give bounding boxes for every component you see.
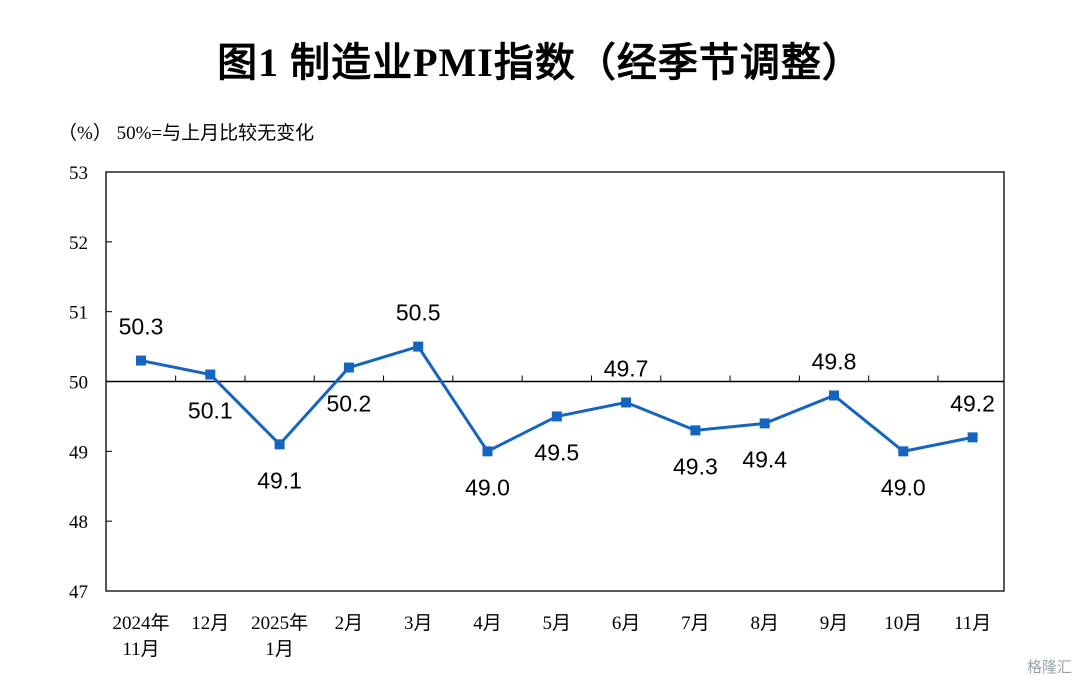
x-tick-label: 10月 bbox=[884, 613, 922, 634]
data-label: 50.5 bbox=[396, 300, 441, 326]
x-tick-label: 8月 bbox=[750, 613, 779, 634]
y-tick-label: 51 bbox=[69, 303, 88, 324]
data-point bbox=[690, 425, 701, 436]
data-label: 49.0 bbox=[881, 474, 926, 500]
y-tick-label: 48 bbox=[69, 512, 88, 533]
data-label: 49.4 bbox=[742, 446, 787, 472]
unit-note: （%） 50%=与上月比较无变化 bbox=[58, 123, 315, 144]
data-point bbox=[136, 355, 146, 366]
y-tick-label: 47 bbox=[69, 582, 88, 603]
data-label: 50.3 bbox=[119, 314, 164, 340]
data-point bbox=[759, 418, 770, 429]
data-label: 50.2 bbox=[327, 391, 372, 417]
x-tick-label: 1月 bbox=[265, 639, 294, 660]
data-point bbox=[829, 390, 839, 401]
x-tick-label: 7月 bbox=[681, 613, 710, 634]
x-tick-label: 2月 bbox=[335, 613, 364, 634]
data-label: 49.2 bbox=[950, 390, 995, 416]
data-point bbox=[205, 369, 216, 380]
x-tick-label: 11月 bbox=[954, 613, 991, 634]
x-tick-label: 9月 bbox=[820, 613, 849, 634]
data-point bbox=[274, 439, 285, 450]
data-point bbox=[551, 411, 562, 422]
data-label: 49.8 bbox=[812, 348, 857, 374]
x-tick-label: 5月 bbox=[543, 613, 572, 634]
x-tick-label: 2024年 bbox=[112, 612, 169, 634]
x-tick-label: 6月 bbox=[612, 613, 641, 634]
data-label: 49.1 bbox=[257, 467, 302, 493]
watermark: 格隆汇 bbox=[1026, 658, 1072, 676]
page-title: 图1 制造业PMI指数（经季节调整） bbox=[217, 40, 863, 85]
x-tick-label: 12月 bbox=[191, 613, 229, 634]
x-tick-label: 11月 bbox=[122, 639, 159, 660]
y-tick-label: 52 bbox=[69, 233, 88, 254]
data-point bbox=[621, 397, 632, 408]
data-label: 49.5 bbox=[534, 439, 579, 465]
data-point bbox=[343, 362, 354, 373]
y-tick-label: 53 bbox=[69, 163, 88, 184]
data-point bbox=[898, 446, 909, 457]
data-label: 49.0 bbox=[465, 474, 510, 500]
data-point bbox=[482, 446, 493, 457]
data-point bbox=[967, 432, 978, 443]
data-label: 50.1 bbox=[188, 398, 233, 424]
data-label: 49.3 bbox=[673, 453, 718, 479]
x-tick-label: 3月 bbox=[404, 613, 433, 634]
data-label: 49.7 bbox=[604, 355, 649, 381]
data-point bbox=[413, 341, 424, 352]
x-tick-label: 2025年 bbox=[251, 612, 308, 634]
y-tick-label: 50 bbox=[69, 373, 88, 394]
y-tick-label: 49 bbox=[69, 442, 88, 463]
x-tick-label: 4月 bbox=[473, 613, 502, 634]
